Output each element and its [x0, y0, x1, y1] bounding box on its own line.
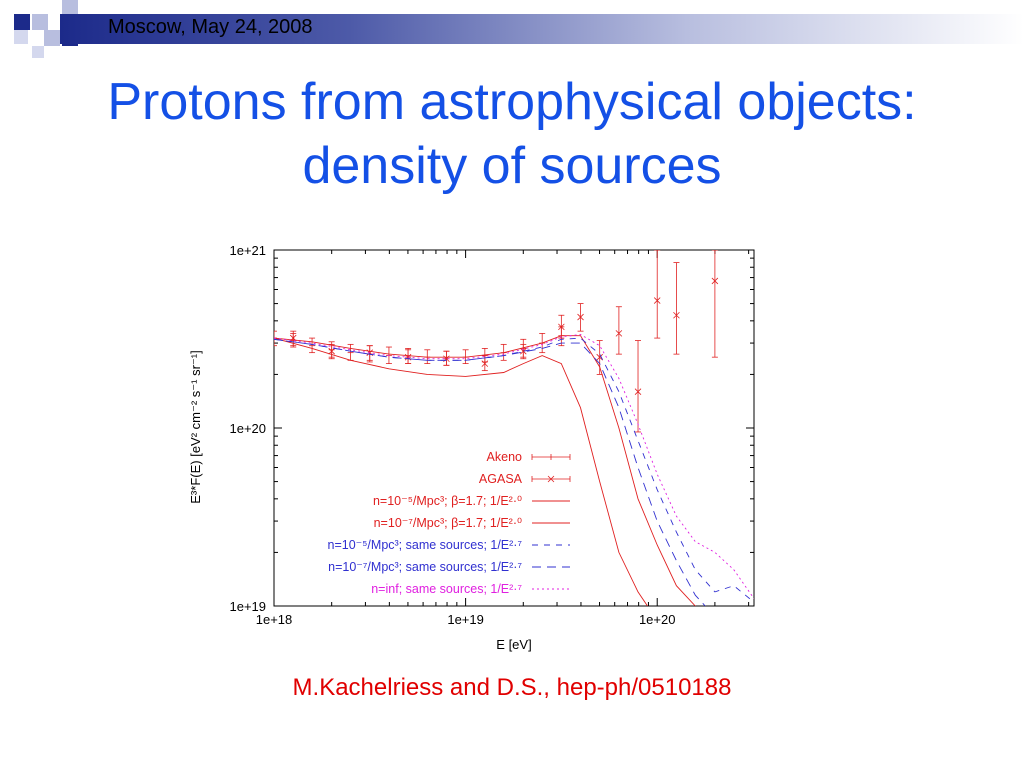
legend-entry-label: n=10⁻⁷/Mpc³; β=1.7; 1/E²·⁰: [374, 516, 522, 530]
series-line: [274, 337, 648, 606]
legend-entry-label: Akeno: [487, 450, 522, 464]
data-point: [596, 353, 603, 361]
legend-entry-symbol: [547, 475, 555, 483]
deco-square-light: [32, 14, 48, 30]
series-line: [274, 334, 754, 599]
data-point: [615, 330, 623, 337]
data-point: [558, 323, 565, 331]
legend-entry-label: n=10⁻⁵/Mpc³; β=1.7; 1/E²·⁰: [373, 494, 522, 508]
citation-credit: M.Kachelriess and D.S., hep-ph/0510188: [292, 674, 732, 701]
slide-title-line-1: Protons from astrophysical objects:: [107, 73, 917, 131]
data-point: [481, 360, 489, 367]
series-5: [274, 338, 706, 606]
x-tick-label: 1e+19: [447, 612, 484, 627]
y-tick-label: 1e+21: [229, 243, 266, 258]
data-point: [634, 388, 642, 395]
header-date-location: Moscow, May 24, 2008: [108, 16, 313, 38]
y-axis-label: E³*F(E) [eV² cm⁻² s⁻¹ sr⁻¹]: [188, 350, 203, 503]
deco-square-light: [14, 30, 28, 44]
legend-entry-label: n=inf; same sources; 1/E²·⁷: [371, 582, 522, 596]
deco-square-light: [62, 0, 78, 14]
y-tick-label: 1e+19: [229, 599, 266, 614]
series-2: [274, 335, 696, 606]
data-point: [328, 347, 335, 355]
series-line: [274, 335, 696, 606]
deco-square-light: [44, 30, 60, 46]
data-point: [711, 277, 719, 285]
data-point: [653, 297, 661, 304]
series-line: [274, 338, 706, 606]
legend-entry-label: n=10⁻⁵/Mpc³; same sources; 1/E²·⁷: [328, 538, 523, 552]
series-3: [274, 337, 648, 606]
data-point: [577, 313, 584, 321]
data-point: [673, 311, 680, 319]
header-bar: [60, 14, 1024, 44]
deco-square-navy: [14, 14, 30, 30]
series-1: [289, 250, 719, 433]
legend-entry-label: AGASA: [479, 472, 523, 486]
y-tick-label: 1e+20: [229, 421, 266, 436]
plot-frame: [273, 249, 755, 607]
series-6: [274, 334, 754, 599]
legend-entry-label: n=10⁻⁷/Mpc³; same sources; 1/E²·⁷: [328, 560, 522, 574]
x-tick-label: 1e+18: [256, 612, 293, 627]
slide-title-line-2: density of sources: [302, 137, 722, 195]
x-tick-label: 1e+20: [639, 612, 676, 627]
x-axis-label: E [eV]: [496, 637, 531, 652]
deco-square-light: [32, 46, 44, 58]
slide-title: Protons from astrophysical objects: dens…: [0, 70, 1024, 198]
corner-decoration: [14, 0, 78, 58]
data-point: [520, 347, 527, 355]
